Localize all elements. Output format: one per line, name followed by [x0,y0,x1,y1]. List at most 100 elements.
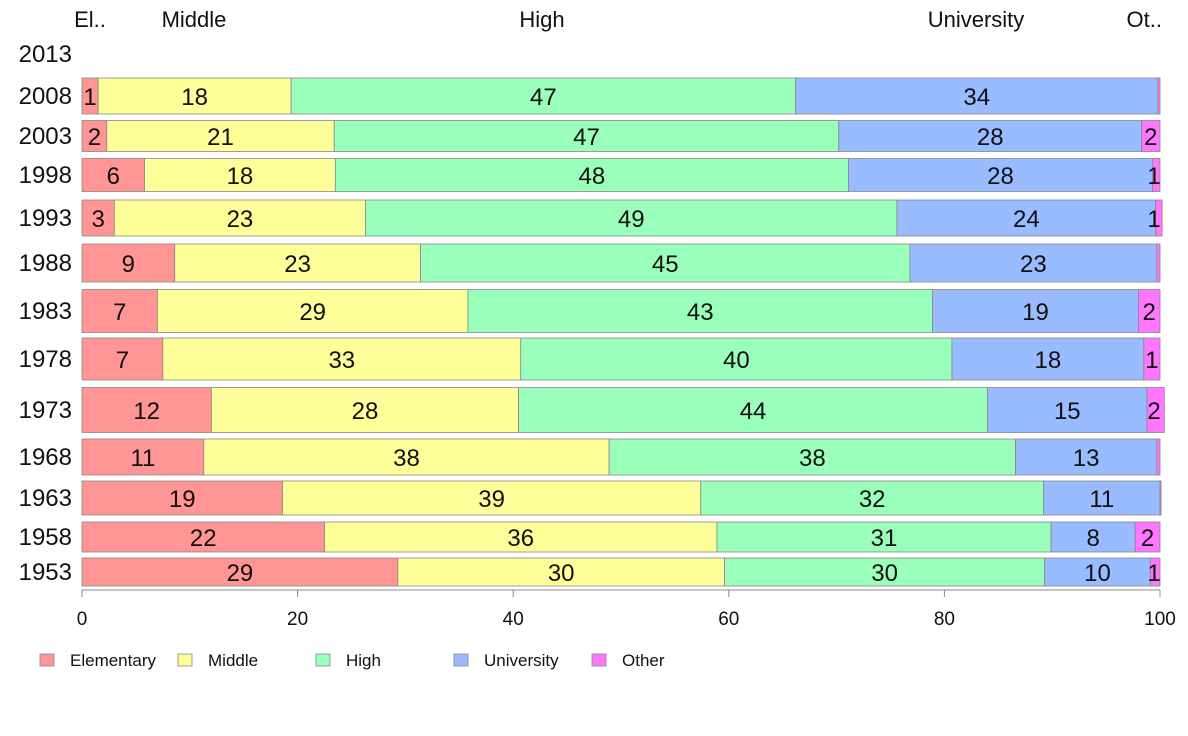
bar-segment-middle [174,243,421,283]
bar-value-label: 30 [548,560,575,587]
bar-segment-middle [97,77,292,115]
bar-value-label: 18 [1035,347,1062,374]
bar-value-label: 44 [740,398,767,425]
year-label: 1953 [19,559,72,586]
bar-segment-university [987,387,1148,433]
legend-label: Other [622,651,665,670]
top-category-label: University [928,7,1025,32]
bar-value-label: 11 [130,445,155,472]
bar-value-label: 29 [227,560,254,587]
bar-value-label: 21 [207,124,234,151]
year-label: 1988 [19,250,72,277]
bar-value-label: 33 [328,347,355,374]
bar-segment-middle [113,199,366,237]
bar-segment-other [1141,120,1161,152]
bar-segment-high [365,199,898,237]
bar-segment-elementary [81,557,399,587]
bar-value-label: 36 [507,525,534,552]
bar-value-label: 19 [1022,299,1049,326]
bar-value-label: 2 [1144,124,1157,151]
bar-value-label: 23 [284,251,311,278]
bar-segment-other [1156,243,1161,283]
bar-segment-university [848,158,1153,192]
bar-segment-other [1134,521,1161,553]
bar-value-label: 1 [1147,206,1160,233]
legend-label: High [346,651,381,670]
x-tick-label: 80 [934,609,955,630]
bar-value-label: 7 [116,347,129,374]
bar-segment-other [1159,480,1162,516]
bar-segment-middle [157,289,469,333]
bar-value-label: 47 [530,84,557,111]
bar-value-label: 12 [133,398,160,425]
bar-segment-other [1155,199,1163,237]
year-label: 1973 [19,397,72,424]
year-label: 1968 [19,444,72,471]
bar-segment-high [518,387,988,433]
bar-segment-university [896,199,1157,237]
bar-segment-middle [144,158,336,192]
bar-value-label: 22 [190,525,217,552]
legend-swatch-middle [177,653,193,667]
x-tick-label: 100 [1144,609,1176,630]
bar-value-label: 1 [1145,347,1158,374]
bar-segment-middle [210,387,519,433]
bar-value-label: 40 [723,347,750,374]
bar-value-label: 23 [227,206,254,233]
bar-segment-high [724,557,1046,587]
bar-segment-elementary [81,120,108,152]
bar-value-label: 13 [1073,445,1100,472]
bar-segment-university [1050,521,1136,553]
bar-value-label: 29 [299,299,326,326]
bar-value-label: 31 [871,525,898,552]
bar-segment-high [333,120,840,152]
legend-label: University [484,651,559,670]
bar-segment-other [1149,557,1161,587]
bar-value-label: 1 [1147,560,1160,587]
bar-segment-high [520,337,953,381]
bar-segment-other [1146,387,1165,433]
bar-segment-high [608,438,1016,476]
bar-segment-university [795,77,1159,115]
bar-segment-elementary [81,289,158,333]
year-label: 1993 [19,205,72,232]
x-tick-label: 40 [503,609,524,630]
year-label: 1978 [19,346,72,373]
bar-value-label: 1 [83,84,96,111]
x-tick-label: 60 [718,609,739,630]
year-label: 1983 [19,298,72,325]
bar-value-label: 39 [478,486,505,513]
bar-value-label: 28 [977,124,1004,151]
bar-value-label: 3 [91,206,104,233]
x-tick-label: 20 [287,609,308,630]
bar-value-label: 2 [88,124,101,151]
year-label: 1998 [19,162,72,189]
bar-value-label: 43 [687,299,714,326]
legend-label: Elementary [70,651,156,670]
bar-value-label: 49 [618,206,645,233]
bar-value-label: 2 [1147,398,1160,425]
bar-value-label: 6 [107,163,120,190]
bar-value-label: 45 [652,251,679,278]
bar-segment-high [420,243,911,283]
bar-value-label: 18 [227,163,254,190]
bar-value-label: 28 [987,163,1014,190]
year-label: 1963 [19,485,72,512]
bar-segment-high [290,77,797,115]
legend-label: Middle [208,651,258,670]
bar-segment-high [467,289,933,333]
bar-segment-university [1044,557,1151,587]
bar-value-label: 38 [393,445,420,472]
bar-segment-elementary [81,158,145,192]
bar-segment-elementary [81,438,205,476]
bar-value-label: 30 [871,560,898,587]
bar-value-label: 8 [1086,525,1099,552]
bar-value-label: 10 [1084,560,1111,587]
bar-value-label: 32 [859,486,886,513]
bar-segment-university [932,289,1139,333]
bar-segment-elementary [81,243,176,283]
bar-value-label: 2 [1143,299,1156,326]
year-label: 2003 [19,123,72,150]
bar-segment-middle [162,337,522,381]
